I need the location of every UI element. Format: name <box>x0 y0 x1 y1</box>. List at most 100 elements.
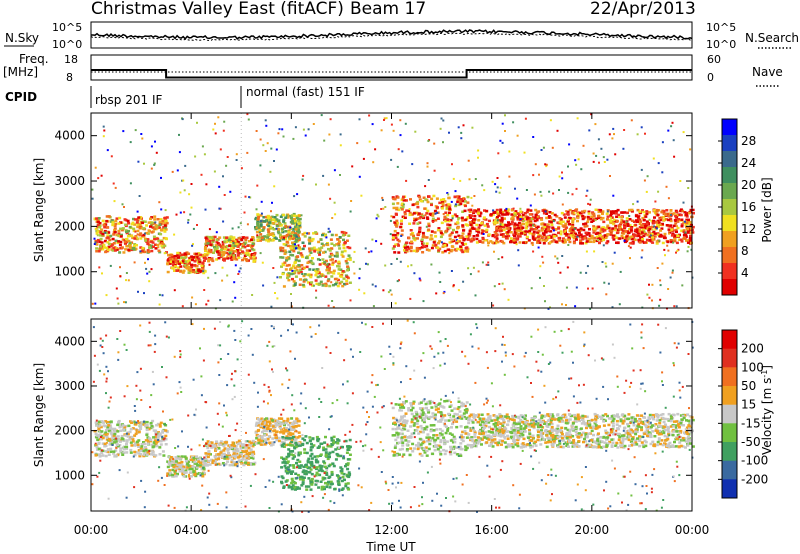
noise-cell <box>274 292 276 294</box>
scatter-cell <box>216 239 219 242</box>
noise-cell <box>292 138 294 140</box>
scatter-cell <box>164 435 167 438</box>
noise-cell <box>276 297 278 299</box>
scatter-cell <box>179 270 182 273</box>
scatter-cell <box>310 281 313 284</box>
scatter-cell <box>109 427 112 430</box>
noise-cell <box>651 300 653 302</box>
scatter-cell <box>207 242 210 245</box>
scatter-cell <box>160 422 163 425</box>
noise-cell <box>684 221 686 223</box>
noise-cell <box>516 243 518 245</box>
scatter-cell <box>499 227 502 230</box>
scatter-cell <box>308 239 311 242</box>
noise-cell <box>562 204 564 206</box>
scatter-cell <box>469 230 472 233</box>
scatter-cell <box>541 239 544 242</box>
noise-cell <box>539 265 541 267</box>
noise-cell <box>207 300 209 302</box>
noise-cell <box>201 174 203 176</box>
scatter-cell <box>482 238 485 241</box>
scatter-cell <box>488 220 491 223</box>
noise-cell <box>565 304 567 306</box>
noise-cell <box>600 148 602 150</box>
scatter-cell <box>260 440 263 443</box>
scatter-cell <box>245 455 248 458</box>
scatter-cell <box>318 283 321 286</box>
scatter-cell <box>286 264 289 267</box>
scatter-cell <box>185 457 188 460</box>
scatter-cell <box>283 261 286 264</box>
scatter-cell <box>554 214 557 217</box>
noise-cell <box>400 261 402 263</box>
scatter-cell <box>311 247 314 250</box>
scatter-cell <box>346 269 349 272</box>
noise-cell <box>315 297 317 299</box>
noise-cell <box>687 187 689 189</box>
scatter-cell <box>481 230 484 233</box>
scatter-cell <box>166 262 169 265</box>
scatter-cell <box>300 264 303 267</box>
noise-cell <box>400 235 402 237</box>
noise-cell <box>94 238 96 240</box>
scatter-cell <box>548 215 551 218</box>
scatter-cell <box>653 216 656 219</box>
scatter-cell <box>315 279 318 282</box>
scatter-cell <box>256 231 259 234</box>
noise-cell <box>414 131 416 133</box>
scatter-cell <box>177 256 180 259</box>
scatter-cell <box>461 219 464 222</box>
noise-cell <box>125 301 127 303</box>
freq-tick-top: 18 <box>64 53 78 66</box>
scatter-cell <box>175 270 178 273</box>
scatter-cell <box>407 237 410 240</box>
scatter-cell <box>271 437 274 440</box>
scatter-cell <box>231 463 234 466</box>
noise-cell <box>606 226 608 228</box>
scatter-cell <box>645 210 648 213</box>
scatter-cell <box>588 238 591 241</box>
scatter-cell <box>532 233 535 236</box>
scatter-cell <box>105 429 108 432</box>
scatter-cell <box>115 240 118 243</box>
noise-cell <box>567 166 569 168</box>
scatter-cell <box>431 412 434 415</box>
scatter-cell <box>687 231 690 234</box>
scatter-cell <box>208 453 211 456</box>
scatter-cell <box>520 232 523 235</box>
scatter-cell <box>158 224 161 227</box>
noise-cell <box>370 250 372 252</box>
scatter-cell <box>139 428 142 431</box>
noise-cell <box>455 190 457 192</box>
scatter-cell <box>610 210 613 213</box>
scatter-cell <box>325 451 328 454</box>
scatter-cell <box>499 212 502 215</box>
noise-cell <box>557 130 559 132</box>
scatter-cell <box>609 219 612 222</box>
scatter-cell <box>216 250 219 253</box>
scatter-cell <box>464 243 467 246</box>
beam-label: Beam 17 <box>350 0 426 19</box>
noise-cell <box>270 148 272 150</box>
noise-cell <box>107 149 109 151</box>
noise-cell <box>134 261 136 263</box>
scatter-cell <box>291 444 294 447</box>
scatter-cell <box>315 459 318 462</box>
noise-cell <box>428 179 430 181</box>
noise-cell <box>165 209 167 211</box>
scatter-cell <box>137 216 140 219</box>
scatter-cell <box>151 425 154 428</box>
scatter-cell <box>163 230 166 233</box>
scatter-cell <box>406 246 409 249</box>
scatter-cell <box>295 259 298 262</box>
scatter-cell <box>181 468 184 471</box>
scatter-cell <box>212 459 215 462</box>
scatter-cell <box>320 469 323 472</box>
scatter-cell <box>282 487 285 490</box>
scatter-cell <box>567 236 570 239</box>
noise-cell <box>657 191 659 193</box>
scatter-cell <box>444 419 447 422</box>
scatter-cell <box>132 222 135 225</box>
y-tick-label: 4000 <box>54 129 85 143</box>
scatter-cell <box>192 256 195 259</box>
